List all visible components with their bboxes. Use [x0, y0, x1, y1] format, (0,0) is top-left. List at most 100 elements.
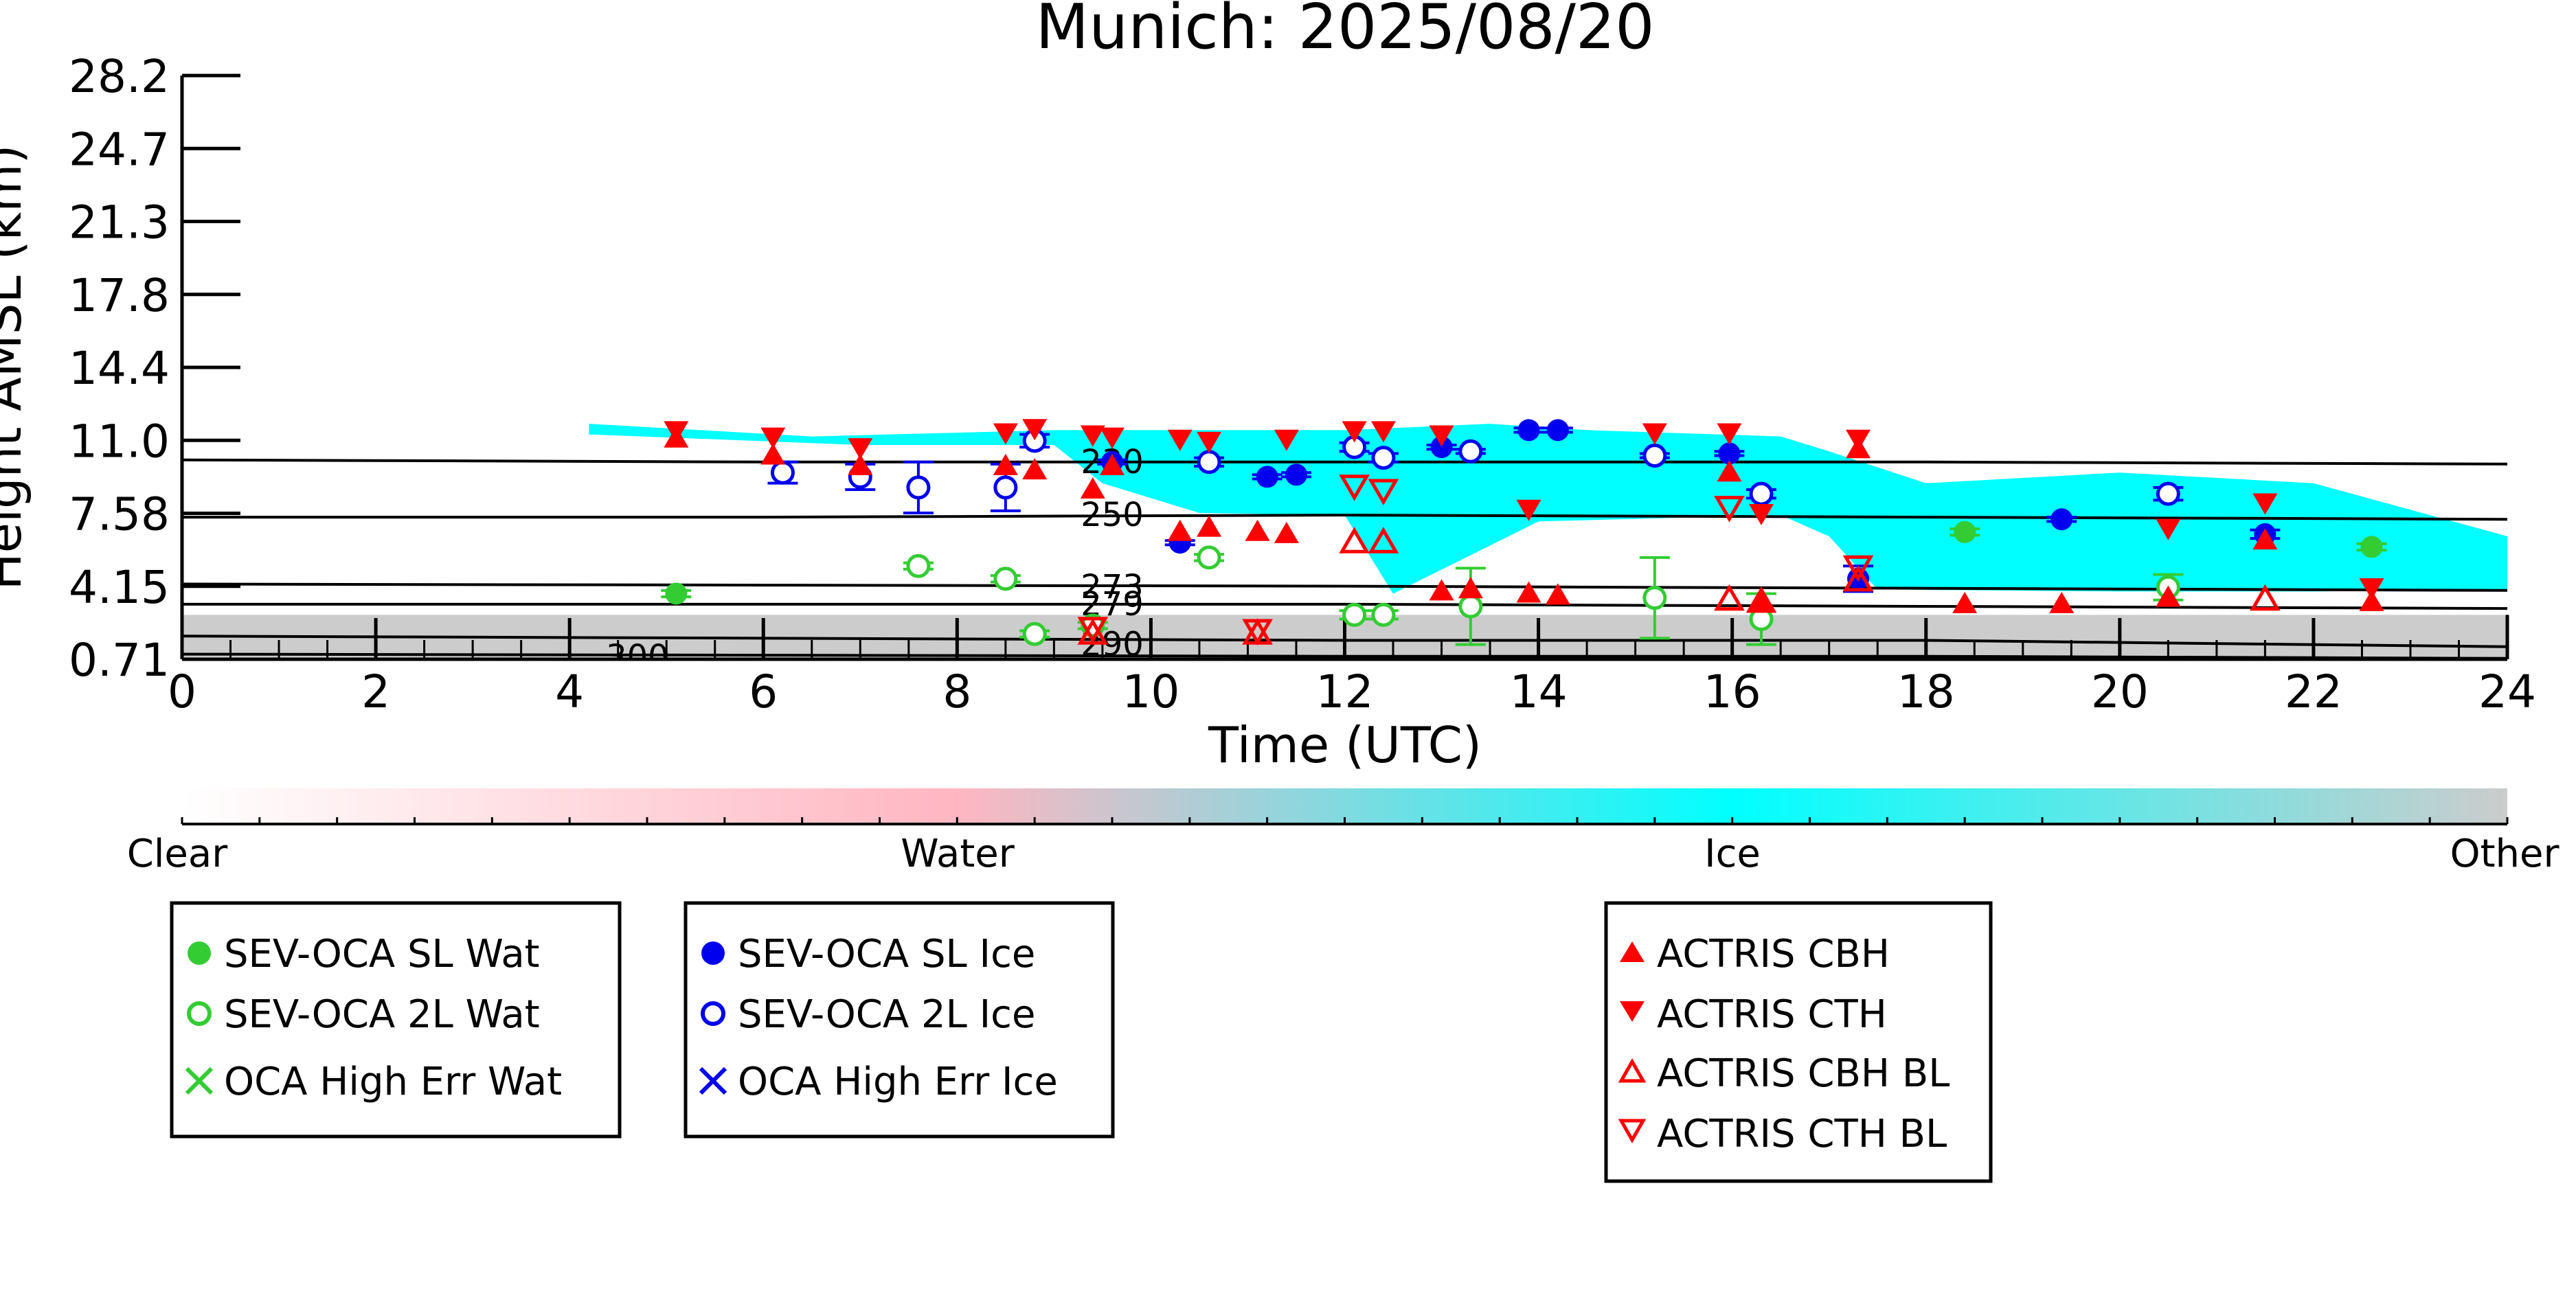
actris-cbh-point [2049, 591, 2075, 613]
x-tick-label-24: 24 [2478, 665, 2536, 718]
y-tick-label-21.3: 21.3 [69, 196, 170, 249]
chart-title: Munich: 2025/08/20 [1036, 0, 1655, 63]
sev-oca-2l-wat-point [1022, 621, 1047, 646]
legend-ice: SEV-OCA SL Ice SEV-OCA 2L Ice OCA High E… [683, 901, 1115, 1139]
isotherm-label-300: 300 [606, 638, 669, 676]
actris-cth-point [1022, 419, 1048, 441]
legend-marker-cbh [1620, 941, 1645, 962]
actris-cbh-point [1545, 583, 1570, 605]
actris-cbh-bl-point [2250, 584, 2281, 611]
legend-marker-high-err-ice [699, 1066, 727, 1095]
x-tick-label-18: 18 [1897, 665, 1955, 718]
actris-cbh-point [1080, 477, 1105, 499]
sev-oca-2l-ice-point [1749, 481, 1774, 506]
sev-oca-2l-ice-point [993, 475, 1018, 500]
actris-cbh-point [1748, 589, 1774, 611]
x-tick-label-6: 6 [749, 665, 778, 718]
actris-cbh-point [1245, 519, 1270, 541]
x-tick-label-16: 16 [1704, 665, 1761, 718]
sev-oca-sl-ice-point [1718, 442, 1741, 465]
actris-cth-point [1342, 421, 1367, 443]
actris-cth-point [848, 438, 873, 460]
colorbar-ticks [181, 817, 2509, 825]
sev-oca-2l-ice-point [1458, 439, 1483, 464]
actris-cbh-point [2156, 585, 2181, 607]
actris-cth-point [1274, 429, 1299, 451]
legend-marker-cth [1620, 1001, 1645, 1022]
sev-oca-sl-ice-point [1430, 436, 1453, 459]
actris-cbh-point [1429, 579, 1454, 601]
actris-cth-point [2252, 493, 2278, 515]
markers [661, 419, 2387, 646]
actris-cbh-point [1458, 577, 1483, 599]
actris-cth-point [760, 427, 786, 449]
sev-oca-2l-wat-point [1371, 602, 1396, 627]
legend-marker-cbh-bl [1618, 1058, 1647, 1083]
y-axis-label: Height AMSL (km) [0, 145, 32, 591]
legend-item-actris-cth-bl: ACTRIS CTH BL [1657, 1112, 1947, 1156]
actris-cth-bl-point [1714, 496, 1745, 523]
x-tick-label-2: 2 [361, 665, 390, 718]
x-axis-label: Time (UTC) [1208, 716, 1482, 774]
sev-oca-2l-ice-point [1197, 450, 1221, 475]
sev-oca-2l-ice-point [1642, 443, 1667, 468]
x-tick-label-22: 22 [2285, 665, 2342, 718]
legend-actris-box [1604, 901, 1993, 1183]
x-tick-label-4: 4 [555, 665, 584, 718]
actris-cth-point [1370, 421, 1396, 443]
y-tick-label-7.58: 7.58 [69, 488, 170, 541]
isotherm-250 [182, 514, 2507, 521]
legend-marker-cth-bl [1618, 1119, 1647, 1144]
legend-item-sev-oca-sl-ice: SEV-OCA SL Ice [738, 932, 1035, 976]
actris-cbh-point [760, 443, 786, 465]
y-tick-label-14.4: 14.4 [69, 342, 170, 395]
actris-cbh-point [1274, 521, 1299, 543]
actris-cth-bl-point [1077, 617, 1109, 643]
actris-cbh-point [1952, 591, 1978, 613]
actris-cth-point [1516, 499, 1541, 521]
y-tick-label-4.15: 4.15 [69, 561, 170, 614]
actris-cbh-point [1100, 453, 1125, 475]
x-tick-label-14: 14 [1510, 665, 1568, 718]
actris-cth-point [1167, 429, 1193, 451]
y-tick-label-11.0: 11.0 [69, 415, 170, 468]
x-tick-label-10: 10 [1122, 665, 1179, 718]
sev-oca-2l-wat-point [1197, 545, 1221, 570]
actris-cth-point [2156, 518, 2181, 540]
legend-water-box [170, 901, 622, 1139]
actris-cbh-point [2252, 528, 2278, 550]
actris-cth-point [1846, 429, 1871, 451]
actris-cbh-point [848, 453, 873, 475]
sev-oca-sl-ice-point [2050, 508, 2073, 531]
sev-oca-2l-wat-point [993, 567, 1018, 591]
colorbar-label-other: Other [2450, 832, 2560, 876]
actris-cbh-bl-point [1842, 564, 1874, 592]
colorbar-label-clear: Clear [127, 832, 228, 876]
legend-item-actris-cth: ACTRIS CTH [1657, 992, 1887, 1037]
actris-cth-point [1100, 427, 1125, 449]
isotherm-273 [182, 582, 2507, 592]
legend-item-oca-high-err-wat: OCA High Err Wat [224, 1060, 562, 1104]
legend-item-actris-cbh: ACTRIS CBH [1657, 932, 1890, 976]
x-tick-label-20: 20 [2091, 665, 2149, 718]
isotherm-279 [182, 602, 2507, 610]
classification-colorbar: Clear Water Ice Other [127, 788, 2560, 876]
legend-item-actris-cbh-bl: ACTRIS CBH BL [1657, 1051, 1950, 1096]
sev-oca-sl-ice-point [1546, 419, 1569, 442]
actris-cth-point [2359, 578, 2384, 600]
sev-oca-2l-wat-point [906, 553, 931, 578]
sev-oca-2l-wat-point [1642, 586, 1667, 610]
legend-marker-2l-wat [187, 1001, 212, 1026]
actris-cth-point [664, 421, 689, 443]
x-tick-label-8: 8 [942, 665, 971, 718]
sev-oca-2l-ice-point [906, 475, 931, 500]
x-tick-label-12: 12 [1316, 665, 1374, 718]
actris-cbh-point [993, 453, 1018, 475]
cloud-region-ice [589, 424, 2507, 594]
actris-cbh-bl-point [1714, 584, 1745, 611]
actris-cbh-bl-point [1368, 527, 1399, 553]
isotherm-label-273: 273 [1081, 568, 1144, 606]
actris-cth-bl-point [1339, 475, 1370, 501]
sev-oca-2l-ice-point [1371, 446, 1396, 470]
